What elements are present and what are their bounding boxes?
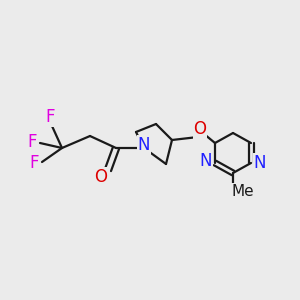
Text: N: N [254,154,266,172]
Text: N: N [200,152,212,170]
Text: N: N [138,136,150,154]
Text: Me: Me [232,184,254,199]
Text: F: F [29,154,39,172]
Text: O: O [94,168,107,186]
Text: O: O [194,120,206,138]
Text: F: F [27,133,37,151]
Text: F: F [45,108,55,126]
